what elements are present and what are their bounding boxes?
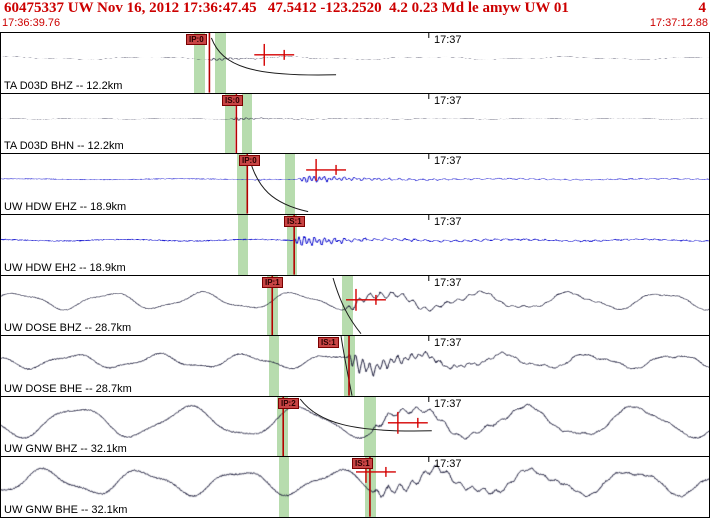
time-tick-label: 17:37 <box>434 34 462 46</box>
time-tick-label: 17:37 <box>434 458 462 471</box>
waveform-panel-7: IP:2 17:37 UW GNW BHZ -- 32.1km <box>1 395 709 457</box>
phase-pick-flag[interactable]: IS:1 <box>352 458 373 470</box>
coda-decay-curve <box>340 336 353 396</box>
seismogram-trace[interactable] <box>1 33 709 93</box>
phase-pick-flag[interactable]: IS:1 <box>318 337 339 349</box>
pick-overlay <box>340 336 430 396</box>
waveform-panel-6: IS:1 17:37 UW DOSE BHE -- 28.7km <box>1 335 709 396</box>
event-header-right-count: 4 <box>698 0 707 16</box>
time-tick-label: 17:37 <box>434 94 462 107</box>
station-label: UW HDW EH2 -- 18.9km <box>4 261 126 274</box>
waveform-panel-3: IP:0 17:37 UW HDW EHZ -- 18.9km <box>1 153 709 214</box>
seismogram-trace[interactable] <box>1 93 709 154</box>
time-tick-label: 17:37 <box>434 337 462 350</box>
station-label: UW DOSE BHZ -- 28.7km <box>4 322 132 335</box>
station-label: UW GNW BHZ -- 32.1km <box>4 443 127 456</box>
phase-pick-flag[interactable]: IP:0 <box>239 155 260 167</box>
window-end-time: 17:37:12.88 <box>649 17 708 29</box>
waveform-panel-5: IP:1 17:37 UW DOSE BHZ -- 28.7km <box>1 274 709 336</box>
time-range-bar: 17:36:39.76 17:37:12.88 <box>0 17 710 32</box>
waveform-panel-2: IS:0 17:37 TA D03D BHN -- 12.2km <box>1 92 709 154</box>
time-tick-label: 17:37 <box>434 155 462 168</box>
station-label: UW GNW BHE -- 32.1km <box>4 504 128 516</box>
station-label: TA D03D BHN -- 12.2km <box>4 140 124 153</box>
coda-decay-curve <box>210 37 337 76</box>
window-start-time: 17:36:39.76 <box>2 17 61 29</box>
station-label: UW DOSE BHE -- 28.7km <box>4 382 132 395</box>
seismogram-trace[interactable] <box>1 154 709 214</box>
waveform-panel-1: IP:0 17:37 TA D03D BHZ -- 12.2km <box>1 32 709 93</box>
coda-decay-curve <box>332 277 362 334</box>
coda-end-marker[interactable] <box>346 288 386 311</box>
waveform-panel-stack: IP:0 17:37 TA D03D BHZ -- 12.2km IS:0 17… <box>0 32 710 518</box>
time-tick-label: 17:37 <box>434 397 462 410</box>
phase-pick-flag[interactable]: IP:0 <box>186 34 207 45</box>
seismogram-trace[interactable] <box>1 214 709 275</box>
coda-end-marker[interactable] <box>306 159 347 182</box>
event-header: 60475337 UW Nov 16, 2012 17:36:47.45 47.… <box>0 0 710 18</box>
coda-decay-curve <box>248 158 309 213</box>
phase-pick-flag[interactable]: IS:0 <box>222 94 243 106</box>
seismogram-trace[interactable] <box>1 336 709 396</box>
coda-decay-curve <box>299 398 432 432</box>
time-tick-label: 17:37 <box>434 215 462 228</box>
phase-pick-flag[interactable]: IP:2 <box>278 397 299 409</box>
pick-overlay <box>208 33 430 93</box>
coda-end-marker[interactable] <box>387 411 428 434</box>
phase-pick-flag[interactable]: IS:1 <box>284 215 305 227</box>
event-summary-text: 60475337 UW Nov 16, 2012 17:36:47.45 47.… <box>4 0 569 16</box>
coda-end-marker[interactable] <box>254 43 295 66</box>
station-label: TA D03D BHZ -- 12.2km <box>4 79 123 92</box>
time-tick-label: 17:37 <box>434 276 462 289</box>
phase-pick-flag[interactable]: IP:1 <box>262 276 283 288</box>
waveform-panel-4: IS:1 17:37 UW HDW EH2 -- 18.9km <box>1 213 709 275</box>
station-label: UW HDW EHZ -- 18.9km <box>4 200 127 213</box>
waveform-panel-8: IS:1 17:37 UW GNW BHE -- 32.1km <box>1 456 709 517</box>
